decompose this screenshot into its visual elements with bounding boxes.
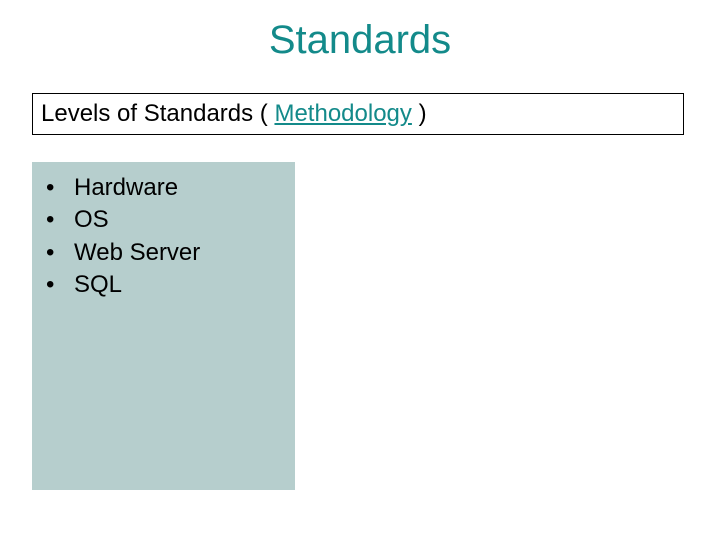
page-title: Standards xyxy=(0,18,720,63)
list-item: • Web Server xyxy=(46,237,281,269)
list-item-label: OS xyxy=(74,204,109,236)
bullet-icon: • xyxy=(46,237,74,269)
list-item-label: Hardware xyxy=(74,172,178,204)
slide: Standards Levels of Standards ( Methodol… xyxy=(0,0,720,540)
subtitle-highlight: Methodology xyxy=(274,100,411,128)
list-item: • Hardware xyxy=(46,172,281,204)
list-item: • SQL xyxy=(46,269,281,301)
list-item-label: SQL xyxy=(74,269,122,301)
bullet-icon: • xyxy=(46,172,74,204)
subtitle-suffix: ) xyxy=(412,100,427,128)
bullet-icon: • xyxy=(46,269,74,301)
bullet-icon: • xyxy=(46,204,74,236)
list-box: • Hardware • OS • Web Server • SQL xyxy=(32,162,295,490)
list-item: • OS xyxy=(46,204,281,236)
list-item-label: Web Server xyxy=(74,237,200,269)
subtitle-box: Levels of Standards ( Methodology ) xyxy=(32,93,684,135)
subtitle-prefix: Levels of Standards ( xyxy=(41,100,274,128)
